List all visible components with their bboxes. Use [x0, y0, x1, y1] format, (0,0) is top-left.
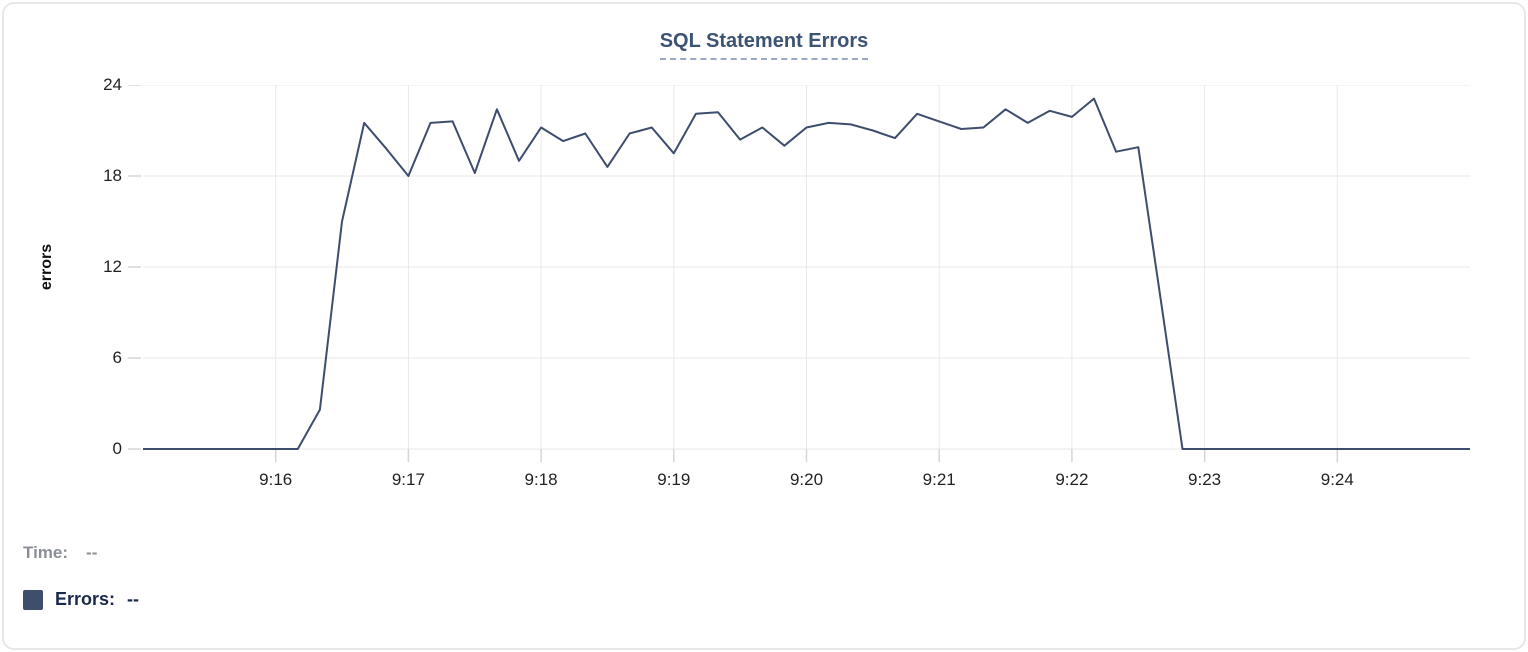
x-tick-label: 9:22	[1055, 470, 1089, 489]
legend-time-row: Time: --	[23, 543, 97, 563]
errors-line-series	[143, 97, 1470, 450]
x-tick-label: 9:18	[524, 470, 558, 489]
chart-title[interactable]: SQL Statement Errors	[659, 30, 869, 60]
x-tick-label: 9:20	[789, 470, 824, 489]
x-tick-label: 9:17	[391, 470, 425, 489]
y-axis-label: errors	[38, 243, 55, 291]
y-tick-label: 12	[103, 257, 122, 276]
x-tick-label: 9:21	[922, 470, 956, 489]
chart-plot-area[interactable]	[128, 84, 1470, 465]
x-tick-label: 9:19	[657, 470, 691, 489]
y-tick-label: 6	[112, 348, 122, 367]
legend-time-label: Time:	[23, 543, 69, 562]
legend-time-value: --	[86, 543, 98, 562]
y-tick-label: 24	[103, 75, 122, 94]
legend-errors-value: --	[127, 589, 140, 609]
chart-title-row: SQL Statement Errors	[0, 30, 1528, 60]
x-tick-label: 9:24	[1320, 470, 1354, 489]
errors-series-swatch	[23, 589, 43, 610]
x-tick-label: 9:23	[1188, 470, 1222, 489]
errors-line-chart	[128, 84, 1470, 462]
x-tick-label: 9:16	[259, 470, 293, 489]
y-tick-label: 0	[112, 439, 122, 458]
legend-errors-label: Errors:	[55, 589, 116, 609]
y-tick-label: 18	[103, 166, 122, 185]
legend-errors-row: Errors: --	[23, 589, 139, 610]
